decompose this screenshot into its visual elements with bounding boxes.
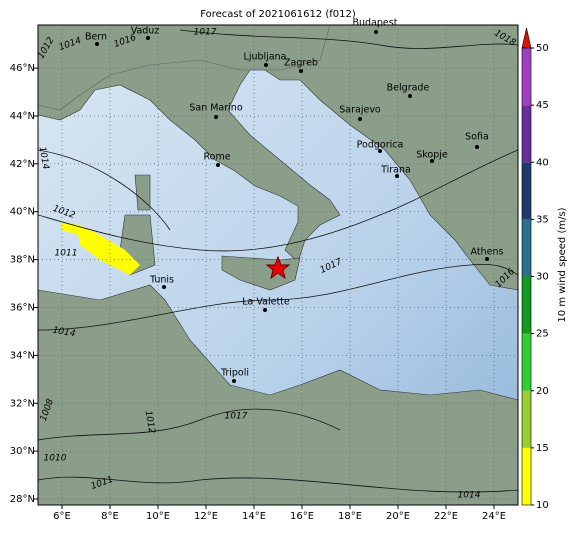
city-dot — [430, 159, 434, 163]
city-label: Sofia — [465, 132, 489, 143]
colorbar-tick-label: 40 — [536, 157, 549, 168]
city-dot — [216, 163, 220, 167]
colorbar-tick-label: 50 — [536, 43, 549, 54]
colorbar-segment — [522, 105, 531, 163]
x-tick-label: 8°E — [101, 511, 119, 522]
y-tick-label: 40°N — [10, 207, 35, 218]
city-label: Ljubljana — [244, 52, 287, 63]
city-dot — [95, 42, 99, 46]
city-dot — [378, 149, 382, 153]
colorbar-tick-label: 45 — [536, 100, 549, 111]
city-dot — [232, 379, 236, 383]
city-label: Podgorica — [357, 140, 404, 151]
city-dot — [374, 30, 378, 34]
isobar-label: 1017 — [225, 412, 248, 422]
colorbar-extend — [521, 27, 532, 49]
map-frame — [37, 24, 519, 506]
x-tick-label: 18°E — [338, 511, 362, 522]
colorbar-segment — [522, 333, 531, 391]
isobar-label: 1017 — [194, 28, 217, 38]
colorbar-segment — [522, 390, 531, 448]
star-marker — [265, 255, 291, 280]
x-tick-label: 14°E — [242, 511, 266, 522]
isobar-label: 1014 — [37, 146, 51, 171]
city-label: Zagreb — [284, 58, 318, 69]
city-dot — [299, 69, 303, 73]
y-tick-label: 32°N — [10, 398, 35, 409]
y-tick-label: 46°N — [10, 63, 35, 74]
title: Forecast of 2021061612 (f012) — [200, 9, 356, 20]
colorbar-segment — [522, 219, 531, 277]
y-tick-label: 36°N — [10, 302, 35, 313]
city-label: Skopje — [416, 150, 448, 161]
y-tick-label: 30°N — [10, 446, 35, 457]
city-label: Rome — [203, 152, 230, 163]
isobar-label: 1014 — [52, 326, 77, 340]
city-label: Athens — [471, 247, 504, 258]
city-label: Sarajevo — [339, 105, 381, 116]
colorbar-segment — [522, 276, 531, 334]
isobar — [38, 408, 341, 441]
city-dot — [214, 115, 218, 119]
europe — [38, 25, 518, 291]
colorbar-tick-label: 10 — [536, 500, 549, 511]
y-tick-label: 28°N — [10, 494, 35, 505]
city-dot — [264, 63, 268, 67]
city-label: Tirana — [380, 165, 411, 176]
city-label: Budapest — [353, 18, 398, 29]
colorbar-tick-label: 25 — [536, 329, 549, 340]
x-tick-label: 6°E — [53, 511, 71, 522]
isobar — [179, 29, 518, 49]
x-tick-label: 20°E — [386, 511, 410, 522]
alps — [38, 25, 331, 111]
colorbar-segment — [522, 162, 531, 220]
city-dot — [475, 145, 479, 149]
y-tick-label: 34°N — [10, 350, 35, 361]
city-label: Tripoli — [220, 368, 249, 379]
city-label: La Valette — [242, 297, 290, 308]
city-label: Belgrade — [387, 83, 430, 94]
x-tick-label: 22°E — [434, 511, 458, 522]
y-tick-label: 44°N — [10, 111, 35, 122]
isobar-label: 1012 — [143, 410, 157, 435]
corsica — [134, 174, 151, 211]
city-label: Vaduz — [131, 26, 160, 37]
x-tick-label: 24°E — [482, 511, 506, 522]
city-dot — [395, 174, 399, 178]
isobar-label: 1010 — [44, 454, 67, 464]
city-dot — [358, 117, 362, 121]
city-dot — [408, 94, 412, 98]
isobar — [38, 263, 518, 331]
city-dot — [162, 285, 166, 289]
colorbar-segment — [522, 447, 531, 505]
isobar — [38, 149, 518, 252]
colorbar-label: 10 m wind speed (m/s) — [557, 207, 568, 322]
city-label: Tunis — [149, 275, 174, 286]
city-label: Bern — [85, 32, 107, 43]
isobar — [38, 476, 518, 493]
city-dot — [485, 257, 489, 261]
city-dot — [146, 36, 150, 40]
isobar-label: 1014 — [458, 491, 481, 501]
colorbar-segment — [522, 48, 531, 106]
x-tick-label: 12°E — [194, 511, 218, 522]
city-dot — [263, 308, 267, 312]
y-tick-label: 42°N — [10, 159, 35, 170]
colorbar-tick-label: 20 — [536, 386, 549, 397]
colorbar-tick-label: 30 — [536, 272, 549, 283]
x-tick-label: 16°E — [290, 511, 314, 522]
isobar-label: 1011 — [55, 249, 78, 259]
colorbar-tick-label: 15 — [536, 443, 549, 454]
city-label: San Marino — [189, 103, 242, 114]
isobar — [38, 149, 171, 231]
wind-area — [62, 222, 140, 275]
colorbar: 10 15 20 25 30 35 40 45 50 10 m wind speed (m/s) — [521, 27, 568, 511]
colorbar-tick-label: 35 — [536, 214, 549, 225]
y-tick-label: 38°N — [10, 255, 35, 266]
x-tick-label: 10°E — [146, 511, 170, 522]
